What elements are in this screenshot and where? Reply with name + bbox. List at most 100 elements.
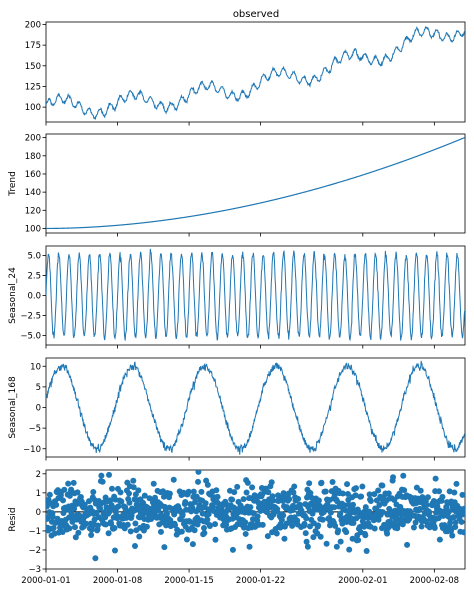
resid-point bbox=[97, 505, 104, 512]
resid-point bbox=[401, 487, 408, 494]
resid-point bbox=[198, 488, 205, 495]
resid-point bbox=[385, 490, 392, 497]
resid-point bbox=[81, 501, 88, 508]
ytick-label-trend: 180 bbox=[25, 152, 41, 162]
resid-point bbox=[107, 497, 114, 504]
resid-point bbox=[88, 532, 95, 539]
resid-point bbox=[194, 521, 201, 528]
resid-point bbox=[289, 522, 296, 529]
xtick-label: 2000-01-22 bbox=[236, 576, 285, 586]
resid-point bbox=[379, 509, 386, 516]
ytick-label-trend: 100 bbox=[25, 224, 41, 234]
ytick-label-seasonal_24: −5.0 bbox=[20, 331, 41, 341]
resid-point bbox=[192, 499, 199, 506]
ytick-label-seasonal_24: 0.0 bbox=[27, 292, 41, 302]
resid-point bbox=[331, 504, 338, 511]
resid-point bbox=[49, 513, 56, 520]
resid-point bbox=[99, 478, 106, 485]
resid-point bbox=[362, 504, 369, 511]
resid-point bbox=[280, 490, 287, 497]
resid-point bbox=[242, 530, 249, 537]
resid-point bbox=[384, 530, 391, 537]
resid-point bbox=[329, 478, 336, 485]
resid-point bbox=[295, 495, 302, 502]
resid-point bbox=[106, 471, 113, 478]
resid-point bbox=[136, 533, 143, 540]
resid-point bbox=[204, 481, 211, 488]
ylabel-resid: Resid bbox=[8, 507, 18, 531]
ytick-label-seasonal_168: 5 bbox=[36, 383, 41, 393]
resid-point bbox=[264, 533, 271, 540]
resid-point bbox=[206, 522, 213, 529]
resid-point bbox=[451, 489, 458, 496]
resid-point bbox=[189, 504, 196, 511]
ytick-label-trend: 160 bbox=[25, 170, 41, 180]
resid-point bbox=[60, 497, 67, 504]
resid-point bbox=[131, 543, 138, 550]
resid-point bbox=[155, 507, 162, 514]
resid-point bbox=[309, 510, 316, 517]
ytick-label-seasonal_24: 5.0 bbox=[27, 252, 41, 262]
resid-point bbox=[342, 507, 349, 514]
resid-point bbox=[452, 519, 459, 526]
resid-point bbox=[439, 493, 446, 500]
resid-point bbox=[450, 514, 457, 521]
resid-point bbox=[213, 487, 220, 494]
ytick-label-resid: 0 bbox=[36, 508, 41, 518]
resid-point bbox=[317, 533, 324, 540]
ytick-label-observed: 125 bbox=[25, 82, 41, 92]
resid-point bbox=[240, 496, 247, 503]
resid-point bbox=[92, 555, 99, 562]
resid-point bbox=[290, 489, 297, 496]
resid-point bbox=[76, 512, 83, 519]
resid-point bbox=[50, 525, 57, 532]
ytick-label-trend: 140 bbox=[25, 188, 41, 198]
resid-point bbox=[335, 527, 342, 534]
resid-point bbox=[190, 488, 197, 495]
series-line-seasonal_24 bbox=[46, 248, 465, 342]
resid-point bbox=[310, 534, 317, 541]
resid-point bbox=[178, 528, 185, 535]
resid-point bbox=[144, 504, 151, 511]
resid-point bbox=[126, 499, 133, 506]
resid-point bbox=[315, 497, 322, 504]
resid-point bbox=[343, 529, 350, 536]
axes-frame-seasonal_168 bbox=[45, 357, 466, 458]
resid-point bbox=[371, 491, 378, 498]
resid-point bbox=[132, 520, 139, 527]
resid-point bbox=[291, 483, 298, 490]
ytick-label-seasonal_168: −5 bbox=[28, 424, 41, 434]
resid-point bbox=[214, 493, 221, 500]
resid-point bbox=[130, 484, 137, 491]
resid-point bbox=[319, 516, 326, 523]
resid-point bbox=[57, 524, 64, 531]
resid-point bbox=[229, 546, 236, 553]
resid-point bbox=[346, 546, 353, 553]
resid-point bbox=[105, 530, 112, 537]
resid-point bbox=[71, 505, 78, 512]
resid-point bbox=[302, 530, 309, 537]
xtick-label: 2000-02-01 bbox=[338, 576, 387, 586]
resid-point bbox=[274, 506, 281, 513]
ytick-label-observed: 200 bbox=[25, 20, 41, 30]
resid-point bbox=[424, 494, 431, 501]
resid-point bbox=[118, 498, 125, 505]
resid-point bbox=[460, 529, 465, 536]
resid-point bbox=[152, 494, 159, 501]
resid-point bbox=[461, 505, 465, 512]
resid-point bbox=[259, 521, 266, 528]
resid-point bbox=[74, 489, 81, 496]
resid-point bbox=[185, 488, 192, 495]
resid-point bbox=[410, 524, 417, 531]
resid-point bbox=[367, 498, 374, 504]
ytick-label-seasonal_24: −2.5 bbox=[20, 311, 41, 321]
resid-point bbox=[286, 496, 293, 503]
resid-point bbox=[352, 492, 359, 499]
resid-point bbox=[273, 530, 280, 537]
xtick-label: 2000-02-08 bbox=[410, 576, 459, 586]
resid-point bbox=[195, 478, 202, 485]
resid-point bbox=[242, 519, 249, 526]
resid-point bbox=[334, 498, 341, 505]
resid-point bbox=[280, 512, 287, 519]
resid-point bbox=[344, 491, 351, 498]
